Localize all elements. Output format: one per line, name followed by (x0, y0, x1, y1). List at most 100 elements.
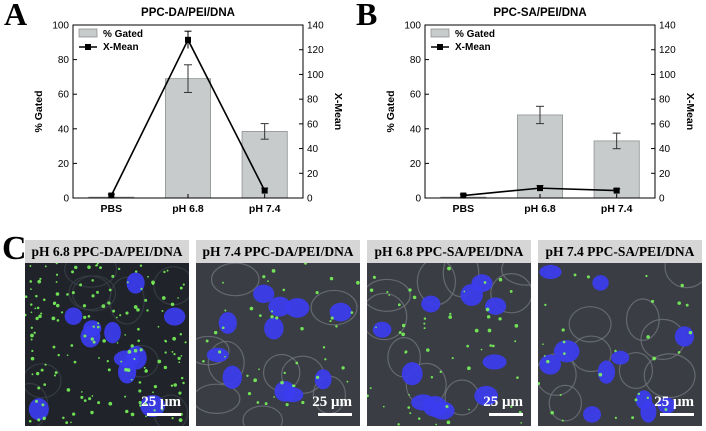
green-signal-dot (249, 306, 254, 311)
green-signal-dot (91, 294, 95, 298)
green-signal-dot (408, 288, 412, 292)
green-signal-dot (25, 295, 28, 298)
green-signal-dot (57, 353, 60, 357)
green-signal-dot (417, 417, 421, 420)
green-signal-dot (139, 264, 143, 267)
cell-outline (490, 273, 531, 314)
green-signal-dot (83, 399, 87, 402)
green-signal-dot (275, 316, 279, 320)
chart-b-ytick-label-40: 40 (410, 124, 422, 135)
green-signal-dot (468, 408, 470, 411)
green-signal-dot (130, 344, 134, 348)
green-signal-dot (514, 324, 519, 328)
green-signal-dot (98, 357, 100, 359)
green-signal-dot (66, 293, 69, 296)
chart-a-ytick-right-label-20: 20 (307, 169, 319, 180)
green-signal-dot (111, 274, 115, 278)
green-signal-dot (408, 394, 410, 396)
green-signal-dot (397, 423, 400, 426)
nucleus (482, 354, 507, 370)
chart-b-ytick-label-0: 0 (415, 194, 421, 205)
green-signal-dot (466, 344, 470, 348)
green-signal-dot (449, 312, 452, 316)
green-signal-dot (107, 301, 111, 305)
green-signal-dot (82, 304, 87, 308)
green-signal-dot (677, 351, 681, 354)
green-signal-dot (335, 325, 338, 328)
chart-a-ytick-right-label-40: 40 (307, 144, 319, 155)
green-signal-dot (563, 352, 566, 355)
green-signal-dot (680, 283, 684, 288)
green-signal-dot (161, 296, 166, 300)
green-signal-dot (41, 403, 45, 407)
green-signal-dot (35, 371, 40, 376)
green-signal-dot (401, 332, 405, 337)
green-signal-dot (177, 356, 181, 361)
green-signal-dot (182, 381, 185, 385)
green-signal-dot (70, 421, 72, 424)
green-signal-dot (117, 267, 121, 271)
micro-image-4: 25 μm (538, 263, 702, 426)
micrograph-4 (538, 263, 702, 426)
chart-b-legend-swatch-marker (437, 44, 443, 50)
green-signal-dot (70, 344, 74, 347)
green-signal-dot (291, 384, 295, 387)
green-signal-dot (28, 419, 32, 423)
green-signal-dot (33, 331, 36, 334)
scale-bar-1 (147, 413, 181, 416)
nucleus (329, 302, 352, 322)
green-signal-dot (550, 410, 554, 415)
green-signal-dot (646, 396, 650, 400)
green-signal-dot (144, 369, 148, 373)
green-signal-dot (138, 381, 142, 384)
green-signal-dot (53, 374, 57, 377)
micrograph-3 (367, 263, 531, 426)
scale-bar-4 (660, 413, 694, 416)
green-signal-dot (139, 348, 143, 352)
chart-b-legend-label-line: X-Mean (455, 42, 491, 53)
green-signal-dot (182, 283, 185, 286)
scale-label-4: 25 μm (654, 394, 694, 410)
green-signal-dot (30, 326, 33, 329)
green-signal-dot (324, 358, 327, 361)
green-signal-dot (161, 309, 164, 313)
cell-outline (568, 306, 612, 343)
chart-a-ytick-right-label-140: 140 (307, 21, 324, 32)
green-signal-dot (119, 314, 122, 317)
green-signal-dot (180, 354, 183, 357)
green-signal-dot (92, 340, 96, 344)
green-signal-dot (36, 306, 40, 310)
green-signal-dot (44, 363, 47, 366)
green-signal-dot (65, 421, 69, 425)
green-signal-dot (262, 275, 266, 279)
green-signal-dot (170, 302, 175, 307)
green-signal-dot (108, 401, 113, 406)
green-signal-dot (483, 281, 487, 284)
green-signal-dot (304, 263, 307, 265)
green-signal-dot (341, 366, 345, 370)
micro-title-3: pH 6.8 PPC-SA/PEI/DNA (367, 240, 531, 263)
green-signal-dot (430, 376, 434, 379)
green-signal-dot (645, 274, 648, 278)
chart-b-ytick-right-label-100: 100 (659, 70, 676, 81)
green-signal-dot (423, 322, 426, 325)
green-signal-dot (55, 303, 60, 308)
nucleus (83, 320, 102, 337)
green-signal-dot (273, 396, 276, 398)
nucleus (118, 360, 137, 384)
green-signal-dot (573, 273, 577, 277)
nucleus (64, 307, 83, 325)
green-signal-dot (634, 398, 638, 402)
green-signal-dot (218, 350, 222, 354)
chart-a-xtick-label-0: PBS (101, 203, 123, 215)
chart-b-bar-1 (516, 114, 564, 199)
cell-outline (242, 405, 284, 426)
green-signal-dot (253, 378, 258, 383)
green-signal-dot (448, 315, 452, 319)
green-signal-dot (144, 298, 148, 302)
green-signal-dot (51, 316, 56, 321)
green-signal-dot (56, 319, 60, 322)
green-signal-dot (285, 403, 289, 407)
micro-title-2: pH 7.4 PPC-DA/PEI/DNA (196, 240, 360, 263)
green-signal-dot (35, 294, 38, 298)
